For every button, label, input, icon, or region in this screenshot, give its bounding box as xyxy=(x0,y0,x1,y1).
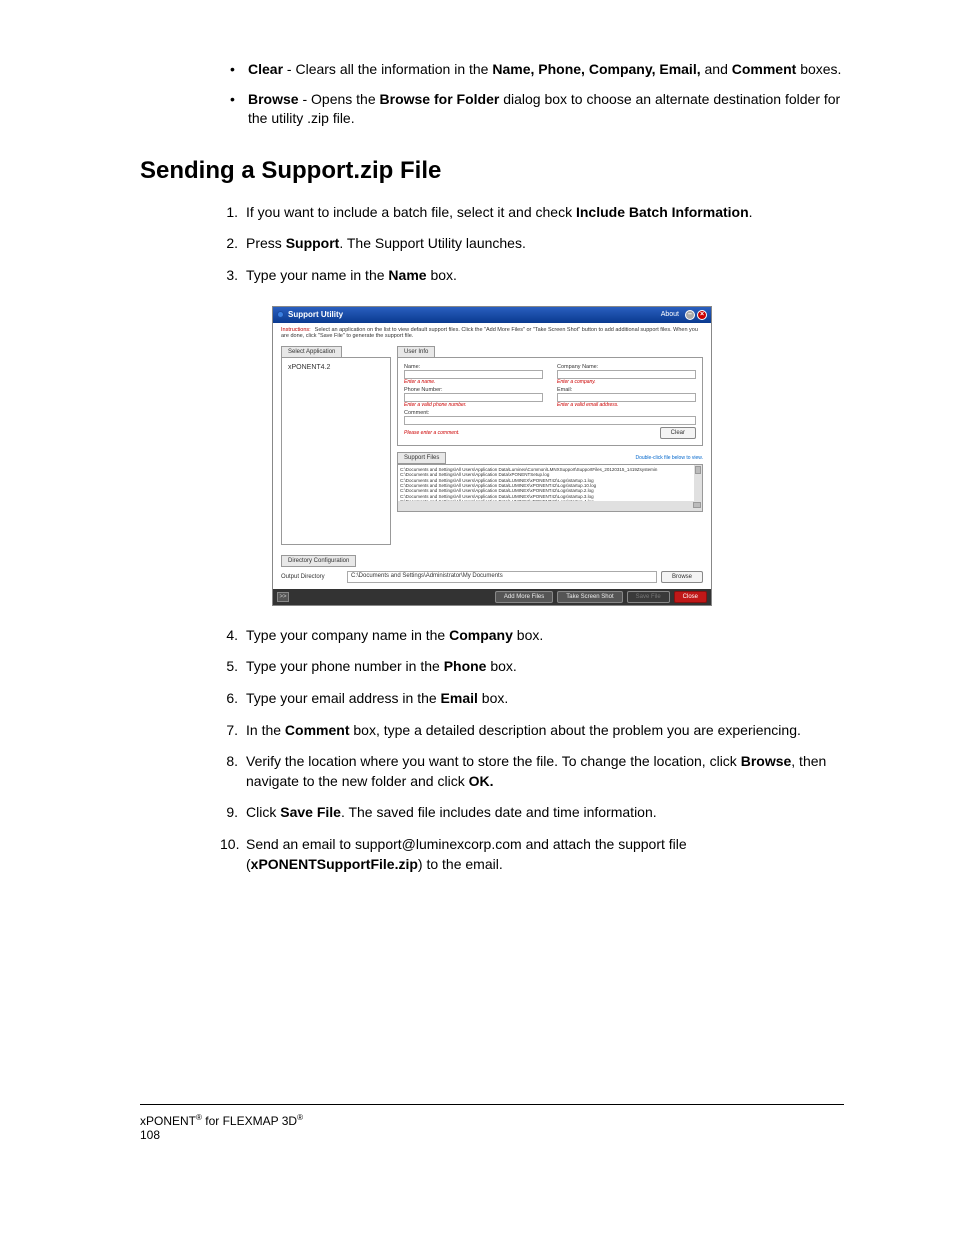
ordered-list-top: 1. If you want to include a batch file, … xyxy=(220,203,844,286)
step-item: 7. In the Comment box, type a detailed d… xyxy=(220,721,844,741)
output-dir-field[interactable]: C:\Documents and Settings\Administrator\… xyxy=(347,571,657,583)
name-error: Enter a name. xyxy=(404,379,543,385)
browse-button[interactable]: Browse xyxy=(661,571,703,583)
support-files-tab: Support Files xyxy=(397,452,446,464)
user-info-tab: User Info xyxy=(397,346,435,357)
vertical-scrollbar[interactable] xyxy=(694,465,702,501)
window-footer: >> Add More Files Take Screen Shot Save … xyxy=(273,589,711,605)
select-application-tab: Select Application xyxy=(281,346,342,357)
step-item: 2. Press Support. The Support Utility la… xyxy=(220,234,844,254)
section-heading: Sending a Support.zip File xyxy=(140,157,844,185)
close-button[interactable]: Close xyxy=(674,591,707,603)
add-more-files-button[interactable]: Add More Files xyxy=(495,591,553,603)
minimize-icon[interactable]: – xyxy=(685,310,695,320)
name-field[interactable] xyxy=(404,370,543,379)
window-title: Support Utility xyxy=(288,310,343,319)
output-dir-label: Output Directory xyxy=(281,574,343,580)
step-item: 6. Type your email address in the Email … xyxy=(220,689,844,709)
bullet-list: • Clear - Clears all the information in … xyxy=(230,60,844,129)
take-screenshot-button[interactable]: Take Screen Shot xyxy=(557,591,622,603)
support-files-list[interactable]: C:\Documents and Settings\All Users\Appl… xyxy=(397,464,703,512)
instructions-text: Instructions:Select an application on th… xyxy=(281,327,703,340)
application-item[interactable]: xPONENT4.2 xyxy=(288,362,384,373)
bullet-item: • Browse - Opens the Browse for Folder d… xyxy=(230,90,844,129)
directory-config-tab: Directory Configuration xyxy=(281,555,356,567)
double-click-hint: Double-click file below to view. xyxy=(635,455,703,461)
email-error: Enter a valid email address. xyxy=(557,402,696,408)
support-utility-screenshot: Support Utility About – × Instructions:S… xyxy=(272,306,712,606)
email-field[interactable] xyxy=(557,393,696,402)
expand-button[interactable]: >> xyxy=(277,592,289,602)
ordered-list-bottom: 4. Type your company name in the Company… xyxy=(220,626,844,874)
clear-button[interactable]: Clear xyxy=(660,427,696,439)
app-icon xyxy=(277,311,284,318)
horizontal-scrollbar[interactable] xyxy=(398,501,702,511)
step-item: 10. Send an email to support@luminexcorp… xyxy=(220,835,844,874)
comment-field[interactable] xyxy=(404,416,696,425)
step-item: 9. Click Save File. The saved file inclu… xyxy=(220,803,844,823)
about-link[interactable]: About xyxy=(661,311,679,318)
bullet-text: Browse - Opens the Browse for Folder dia… xyxy=(248,90,844,129)
bullet-dot: • xyxy=(230,90,248,129)
close-icon[interactable]: × xyxy=(697,310,707,320)
comment-error: Please enter a comment. xyxy=(404,430,460,436)
window-titlebar: Support Utility About – × xyxy=(273,307,711,323)
page-footer: xPONENT® for FLEXMAP 3D® 108 xyxy=(140,1104,844,1142)
bullet-text: Clear - Clears all the information in th… xyxy=(248,60,844,80)
step-item: 3. Type your name in the Name box. xyxy=(220,266,844,286)
step-item: 1. If you want to include a batch file, … xyxy=(220,203,844,223)
step-item: 4. Type your company name in the Company… xyxy=(220,626,844,646)
save-file-button[interactable]: Save File xyxy=(627,591,670,603)
step-item: 8. Verify the location where you want to… xyxy=(220,752,844,791)
page-number: 108 xyxy=(140,1128,844,1142)
phone-error: Enter a valid phone number. xyxy=(404,402,543,408)
step-item: 5. Type your phone number in the Phone b… xyxy=(220,657,844,677)
company-field[interactable] xyxy=(557,370,696,379)
application-list[interactable]: xPONENT4.2 xyxy=(281,357,391,545)
bullet-item: • Clear - Clears all the information in … xyxy=(230,60,844,80)
company-error: Enter a company. xyxy=(557,379,696,385)
phone-field[interactable] xyxy=(404,393,543,402)
bullet-dot: • xyxy=(230,60,248,80)
